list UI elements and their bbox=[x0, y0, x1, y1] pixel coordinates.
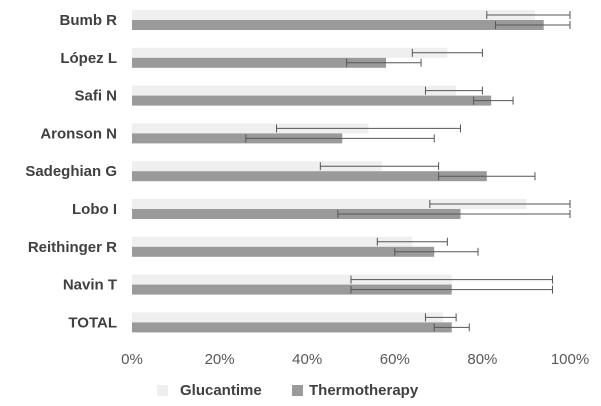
error-bar-glucantime-safi-n bbox=[424, 86, 483, 95]
bar-thermotherapy-safi-n bbox=[132, 95, 492, 106]
error-bar-thermotherapy-aronson-n bbox=[245, 134, 435, 143]
category-label-total: TOTAL bbox=[68, 314, 117, 331]
error-bar-thermotherapy-lobo-i bbox=[337, 210, 571, 218]
bar-glucantime-safi-n bbox=[132, 85, 457, 96]
bar-thermotherapy-lopez-l bbox=[132, 57, 387, 68]
legend-item-thermotherapy: Thermotherapy bbox=[292, 382, 419, 399]
bar-thermotherapy-lobo-i bbox=[132, 209, 461, 219]
error-bars-layer bbox=[245, 11, 571, 332]
error-bar-thermotherapy-total bbox=[433, 323, 470, 332]
category-label-reithinger-r: Reithinger R bbox=[28, 239, 117, 256]
error-bar-glucantime-lobo-i bbox=[429, 200, 571, 208]
bar-thermotherapy-reithinger-r bbox=[132, 246, 435, 257]
legend-item-glucantime: Glucantime bbox=[157, 382, 262, 399]
error-bar-glucantime-aronson-n bbox=[276, 124, 461, 133]
category-label-safi-n: Safi N bbox=[74, 88, 117, 105]
category-label-navin-t: Navin T bbox=[63, 277, 117, 294]
error-bar-glucantime-bumb-r bbox=[486, 11, 571, 19]
error-bar-thermotherapy-sadeghian-g bbox=[438, 172, 536, 181]
error-bar-glucantime-total bbox=[424, 313, 457, 322]
x-tick-label: 0% bbox=[121, 351, 143, 368]
bar-glucantime-bumb-r bbox=[132, 10, 535, 20]
bar-glucantime-total bbox=[132, 312, 443, 323]
bar-glucantime-sadeghian-g bbox=[132, 161, 382, 172]
error-bar-thermotherapy-lopez-l bbox=[346, 58, 422, 67]
x-axis-ticks: 0% 20% 40% 60% 80% 100% bbox=[121, 351, 589, 368]
bar-glucantime-lopez-l bbox=[132, 47, 448, 58]
x-tick-label: 80% bbox=[467, 351, 497, 368]
bar-glucantime-lobo-i bbox=[132, 199, 527, 209]
legend-label: Glucantime bbox=[180, 382, 262, 399]
bar-thermotherapy-total bbox=[132, 322, 452, 333]
error-bar-thermotherapy-bumb-r bbox=[495, 21, 571, 29]
bar-thermotherapy-bumb-r bbox=[132, 20, 544, 30]
category-label-lobo-i: Lobo I bbox=[72, 201, 117, 218]
bar-thermotherapy-sadeghian-g bbox=[132, 171, 487, 182]
legend: Glucantime Thermotherapy bbox=[157, 382, 419, 399]
bar-glucantime-reithinger-r bbox=[132, 236, 413, 247]
error-bar-glucantime-navin-t bbox=[350, 275, 553, 284]
legend-swatch bbox=[292, 385, 303, 396]
bars-layer bbox=[132, 10, 544, 333]
error-bar-thermotherapy-navin-t bbox=[350, 285, 553, 294]
bar-glucantime-navin-t bbox=[132, 274, 452, 285]
bar-thermotherapy-navin-t bbox=[132, 284, 452, 295]
category-label-bumb-r: Bumb R bbox=[60, 12, 118, 29]
bar-glucantime-aronson-n bbox=[132, 123, 369, 134]
x-tick-label: 100% bbox=[551, 351, 589, 368]
x-tick-label: 20% bbox=[205, 351, 235, 368]
legend-label: Thermotherapy bbox=[309, 382, 419, 399]
category-label-aronson-n: Aronson N bbox=[40, 125, 117, 142]
x-tick-label: 60% bbox=[380, 351, 410, 368]
legend-swatch bbox=[157, 385, 168, 396]
error-bar-thermotherapy-safi-n bbox=[473, 96, 514, 105]
error-bar-thermotherapy-reithinger-r bbox=[394, 247, 479, 256]
error-bar-glucantime-reithinger-r bbox=[376, 237, 448, 246]
category-labels: Bumb R López L Safi N Aronson N Sadeghian G L… bbox=[25, 12, 117, 331]
error-bar-glucantime-sadeghian-g bbox=[319, 162, 440, 171]
x-tick-label: 40% bbox=[292, 351, 322, 368]
category-label-lopez-l: López L bbox=[60, 50, 117, 67]
error-bar-glucantime-lopez-l bbox=[411, 48, 483, 57]
bar-thermotherapy-aronson-n bbox=[132, 133, 343, 144]
category-label-sadeghian-g: Sadeghian G bbox=[25, 163, 117, 180]
